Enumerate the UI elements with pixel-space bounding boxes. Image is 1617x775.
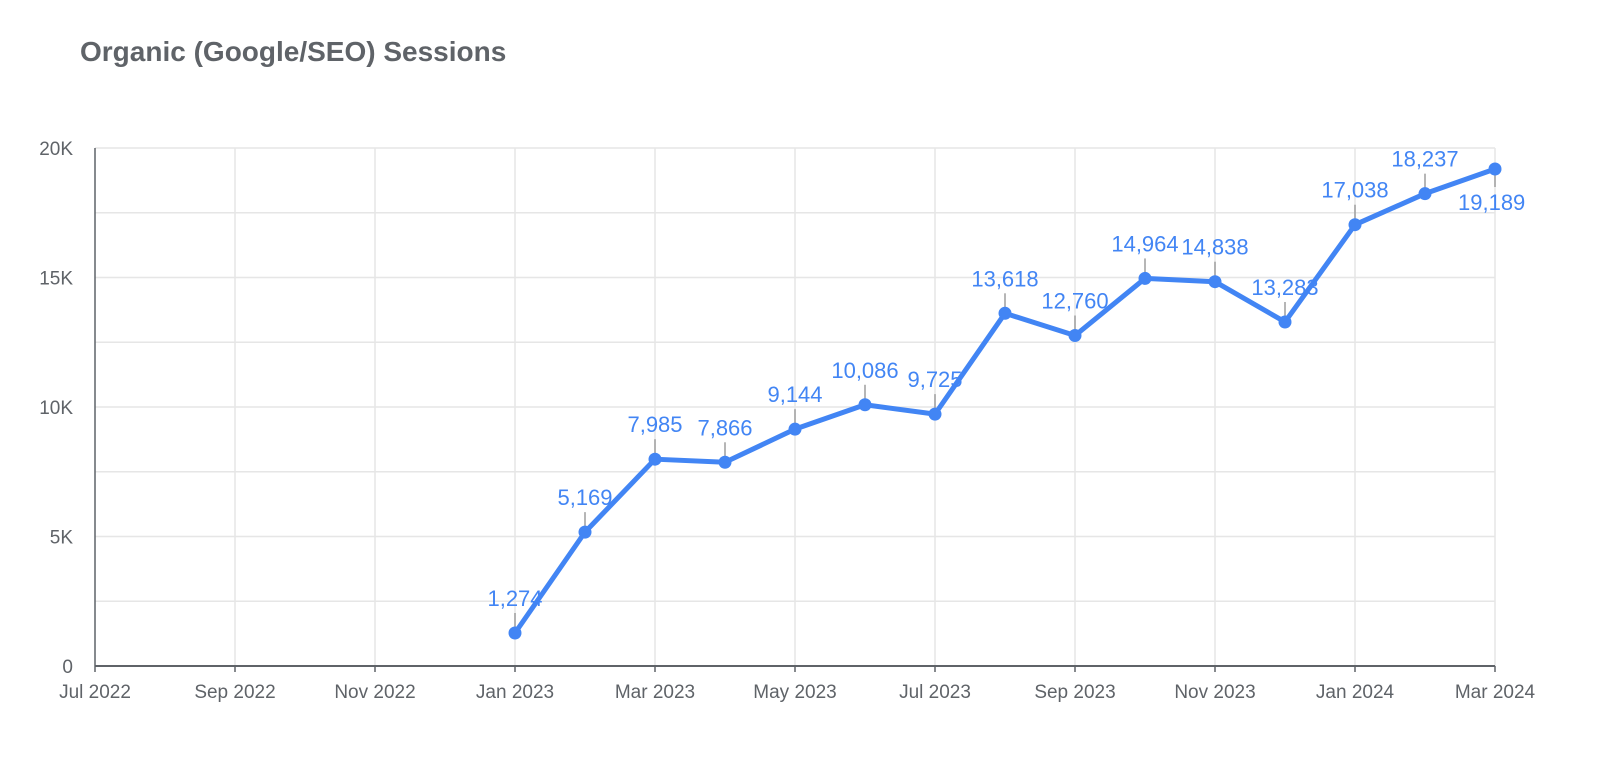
x-tick-label: Sep 2022: [194, 682, 275, 703]
data-label: 18,237: [1391, 147, 1458, 172]
y-tick-label: 20K: [39, 139, 73, 160]
y-tick-label: 10K: [39, 398, 73, 419]
x-tick-label: Nov 2022: [334, 682, 415, 703]
y-tick-label: 15K: [39, 269, 73, 290]
data-point: [1208, 275, 1222, 289]
data-label: 7,866: [697, 415, 752, 440]
data-label: 9,725: [907, 367, 962, 392]
data-point: [1488, 162, 1502, 176]
data-label: 19,189: [1458, 190, 1525, 215]
x-axis-ticks: Jul 2022 Sep 2022 Nov 2022 Jan 2023 Mar 2023…: [59, 666, 1536, 703]
data-label: 12,760: [1041, 289, 1108, 314]
data-point: [1138, 271, 1152, 285]
x-tick-label: Jul 2023: [899, 682, 971, 703]
data-points: [508, 162, 1502, 640]
data-label: 9,144: [767, 382, 822, 407]
data-point: [1418, 187, 1432, 201]
chart-title: Organic (Google/SEO) Sessions: [80, 36, 507, 67]
data-label: 7,985: [627, 412, 682, 437]
x-tick-label: Mar 2023: [615, 682, 695, 703]
data-label: 17,038: [1321, 178, 1388, 203]
data-point: [508, 626, 522, 640]
data-point: [1348, 218, 1362, 232]
x-tick-label: Sep 2023: [1034, 682, 1115, 703]
data-label: 13,283: [1251, 275, 1318, 300]
x-tick-label: Mar 2024: [1455, 682, 1536, 703]
series-polyline: [512, 166, 1498, 636]
data-label: 1,274: [487, 586, 542, 611]
x-tick-label: Jul 2022: [59, 682, 131, 703]
grid-lines: [95, 147, 1496, 666]
data-label: 14,838: [1181, 235, 1248, 260]
data-label: 10,086: [831, 358, 898, 383]
data-labels: 1,274 5,169 7,985 7,866 9,144 10,086 9,725 13,6…: [487, 147, 1525, 611]
y-tick-label: 0: [62, 657, 73, 678]
y-tick-label: 5K: [50, 528, 74, 549]
data-point: [788, 422, 802, 436]
x-tick-label: Jan 2024: [1316, 682, 1395, 703]
x-tick-label: Nov 2023: [1174, 682, 1255, 703]
y-axis-ticks: 0 5K 10K 15K 20K: [39, 139, 73, 678]
data-point: [858, 398, 872, 412]
data-point: [648, 452, 662, 466]
data-point: [1278, 315, 1292, 329]
label-leaders: [514, 173, 1496, 628]
x-tick-label: May 2023: [753, 682, 836, 703]
data-label: 5,169: [557, 485, 612, 510]
x-tick-label: Jan 2023: [476, 682, 554, 703]
data-point: [928, 407, 942, 421]
data-point: [998, 306, 1012, 320]
series-line: [512, 166, 1498, 636]
data-label: 13,618: [971, 266, 1038, 291]
data-point: [718, 455, 732, 469]
data-label: 14,964: [1111, 231, 1178, 256]
data-point: [578, 525, 592, 539]
data-point: [1068, 329, 1082, 343]
